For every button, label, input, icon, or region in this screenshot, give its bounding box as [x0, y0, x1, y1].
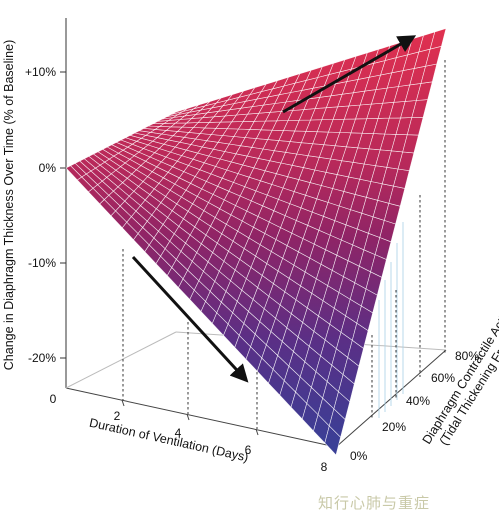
x-tick-mark — [255, 428, 259, 436]
x-tick-label: 8 — [321, 460, 328, 474]
y-tick-label: 20% — [382, 420, 406, 434]
z-tick-label: -20% — [28, 351, 56, 365]
x-tick-mark — [121, 399, 125, 407]
floor-front-edge — [65, 387, 337, 448]
x-tick-label: 0 — [50, 392, 57, 406]
z-tick-label: +10% — [25, 65, 56, 79]
surface — [65, 28, 447, 456]
z-tick-label: -10% — [28, 256, 56, 270]
back-corner-lines — [378, 222, 404, 418]
z-axis-title: Change in Diaphragm Thickness Over Time … — [2, 40, 16, 370]
z-ticks: +10% 0% -10% -20% — [25, 65, 66, 365]
y-tick-label: 80% — [455, 349, 479, 363]
y-tick-label: 0% — [350, 449, 368, 463]
watermark: 知行心肺与重症 — [318, 494, 431, 512]
floor-left-edge — [65, 331, 177, 389]
x-tick-mark — [186, 413, 190, 421]
surface-cell — [429, 28, 447, 50]
x-tick-label: 4 — [175, 426, 182, 440]
arrow-increasing — [282, 35, 417, 114]
x-tick-label: 6 — [245, 443, 252, 457]
x-tick-label: 2 — [114, 409, 121, 423]
drop-lines — [122, 60, 446, 429]
y-tick-label: 40% — [406, 394, 430, 408]
z-tick-label: 0% — [39, 161, 57, 175]
arrow-decreasing — [131, 255, 249, 383]
y-tick-label: 60% — [431, 371, 455, 385]
y-ticks: 0% 20% 40% 60% 80% — [350, 349, 479, 463]
